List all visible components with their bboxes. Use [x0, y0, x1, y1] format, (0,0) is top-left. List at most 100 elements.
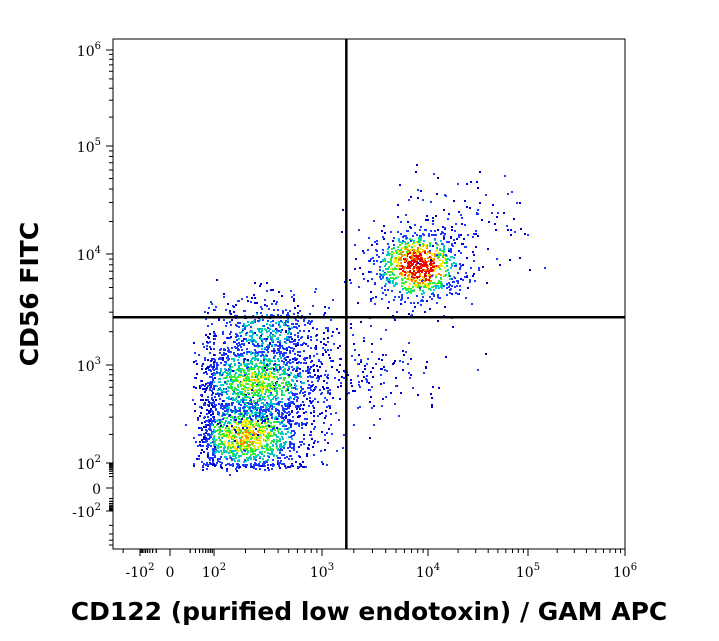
- event-dot: [295, 385, 297, 387]
- event-dot: [324, 417, 326, 419]
- event-dot: [267, 421, 269, 423]
- event-dot: [208, 307, 210, 309]
- event-dot: [207, 382, 209, 384]
- event-dot: [385, 283, 387, 285]
- event-dot: [426, 264, 428, 266]
- event-dot: [218, 403, 220, 405]
- event-dot: [250, 326, 252, 328]
- event-dot: [401, 242, 403, 244]
- event-dot: [276, 329, 278, 331]
- event-dot: [456, 280, 458, 282]
- event-dot: [216, 371, 218, 373]
- event-dot: [295, 370, 297, 372]
- event-dot: [315, 345, 317, 347]
- event-dot: [263, 359, 265, 361]
- event-dot: [251, 389, 253, 391]
- event-dot: [211, 398, 213, 400]
- event-dot: [227, 446, 229, 448]
- event-dot: [336, 328, 338, 330]
- event-dot: [283, 442, 285, 444]
- event-dot: [231, 402, 233, 404]
- event-dot: [259, 468, 261, 470]
- event-dot: [208, 457, 210, 459]
- event-dot: [402, 369, 404, 371]
- event-dot: [343, 377, 345, 379]
- event-dot: [207, 359, 209, 361]
- event-dot: [419, 260, 421, 262]
- event-dot: [213, 464, 215, 466]
- event-dot: [272, 459, 274, 461]
- event-dot: [383, 225, 385, 227]
- event-dot: [434, 268, 436, 270]
- event-dot: [424, 258, 426, 260]
- event-dot: [258, 345, 260, 347]
- event-dot: [463, 238, 465, 240]
- event-dot: [261, 392, 263, 394]
- event-dot: [324, 349, 326, 351]
- event-dot: [246, 427, 248, 429]
- event-dot: [439, 282, 441, 284]
- event-dot: [287, 419, 289, 421]
- event-dot: [290, 402, 292, 404]
- event-dot: [207, 452, 209, 454]
- event-dot: [246, 351, 248, 353]
- event-dot: [279, 325, 281, 327]
- event-dot: [323, 343, 325, 345]
- event-dot: [277, 409, 279, 411]
- event-dot: [402, 240, 404, 242]
- event-dot: [248, 380, 250, 382]
- event-dot: [427, 257, 429, 259]
- event-dot: [253, 320, 255, 322]
- event-dot: [219, 372, 221, 374]
- event-dot: [376, 254, 378, 256]
- event-dot: [256, 437, 258, 439]
- event-dot: [325, 344, 327, 346]
- event-dot: [242, 427, 244, 429]
- event-dot: [254, 297, 256, 299]
- event-dot: [294, 375, 296, 377]
- event-dot: [429, 274, 431, 276]
- event-dot: [224, 407, 226, 409]
- event-dot: [194, 352, 196, 354]
- event-dot: [223, 447, 225, 449]
- event-dot: [206, 409, 208, 411]
- event-dot: [419, 244, 421, 246]
- event-dot: [329, 407, 331, 409]
- event-dot: [254, 390, 256, 392]
- event-dot: [222, 333, 224, 335]
- event-dot: [262, 429, 264, 431]
- event-dot: [431, 406, 433, 408]
- event-dot: [247, 420, 249, 422]
- event-dot: [382, 270, 384, 272]
- event-dot: [220, 450, 222, 452]
- event-dot: [327, 328, 329, 330]
- event-dot: [238, 403, 240, 405]
- event-dot: [388, 266, 390, 268]
- event-dot: [235, 468, 237, 470]
- event-dot: [243, 338, 245, 340]
- event-dot: [256, 334, 258, 336]
- event-dot: [254, 354, 256, 356]
- event-dot: [288, 346, 290, 348]
- event-dot: [216, 364, 218, 366]
- event-dot: [206, 430, 208, 432]
- event-dot: [251, 336, 253, 338]
- event-dot: [269, 394, 271, 396]
- event-dot: [201, 407, 203, 409]
- event-dot: [434, 255, 436, 257]
- event-dot: [402, 270, 404, 272]
- event-dot: [293, 449, 295, 451]
- event-dot: [479, 171, 481, 173]
- event-dot: [295, 423, 297, 425]
- event-dot: [326, 432, 328, 434]
- event-dot: [221, 394, 223, 396]
- event-dot: [214, 338, 216, 340]
- event-dot: [246, 383, 248, 385]
- event-dot: [462, 243, 464, 245]
- event-dot: [254, 340, 256, 342]
- event-dot: [243, 434, 245, 436]
- event-dot: [426, 253, 428, 255]
- event-dot: [258, 370, 260, 372]
- event-dot: [250, 463, 252, 465]
